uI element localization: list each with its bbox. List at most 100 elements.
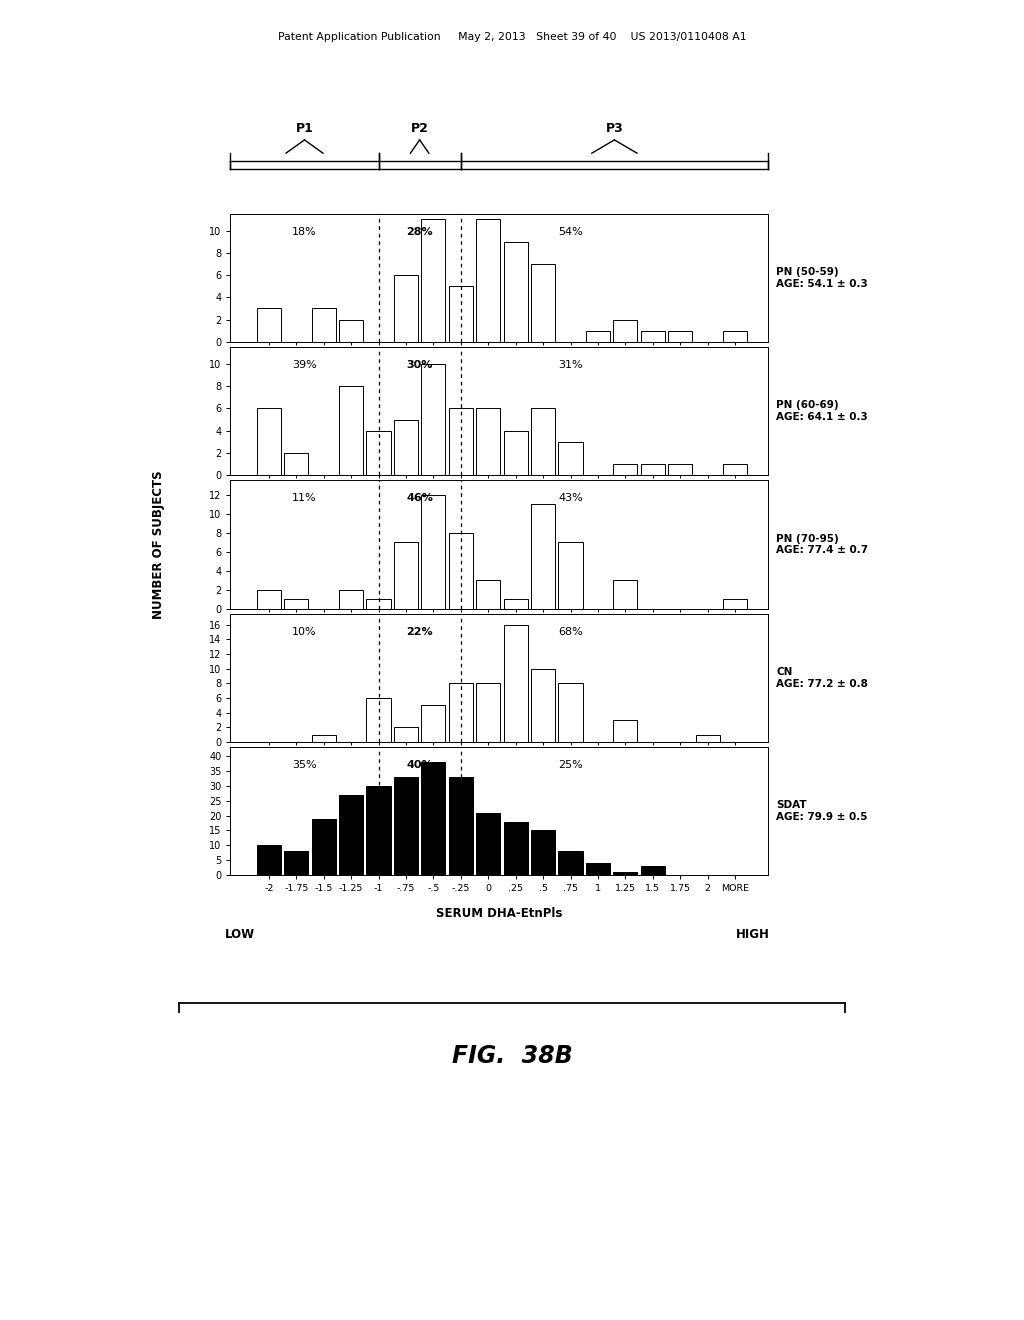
Bar — [586, 863, 610, 875]
Bar — [421, 762, 445, 875]
Bar — [421, 495, 445, 609]
Bar — [641, 866, 665, 875]
Bar — [695, 734, 720, 742]
Bar — [558, 684, 583, 742]
Bar — [449, 408, 473, 475]
Text: FIG.  38B: FIG. 38B — [452, 1044, 572, 1068]
Bar — [504, 242, 527, 342]
Text: PN (50-59)
AGE: 54.1 ± 0.3: PN (50-59) AGE: 54.1 ± 0.3 — [776, 267, 867, 289]
Text: 40%: 40% — [407, 760, 433, 770]
Bar — [531, 669, 555, 742]
Bar — [421, 364, 445, 475]
Bar — [723, 465, 748, 475]
Text: 22%: 22% — [407, 627, 433, 636]
Bar — [531, 264, 555, 342]
Text: 11%: 11% — [292, 494, 316, 503]
Bar — [586, 331, 610, 342]
Bar — [476, 579, 501, 609]
Bar — [531, 830, 555, 875]
Text: 30%: 30% — [407, 360, 433, 370]
Bar — [394, 727, 418, 742]
Text: PN (70-95)
AGE: 77.4 ± 0.7: PN (70-95) AGE: 77.4 ± 0.7 — [776, 533, 868, 556]
Bar — [421, 705, 445, 742]
Bar — [257, 309, 281, 342]
Bar — [504, 624, 527, 742]
Bar — [311, 309, 336, 342]
Text: SERUM DHA-EtnPls: SERUM DHA-EtnPls — [436, 907, 562, 920]
Text: P2: P2 — [411, 121, 429, 135]
Bar — [257, 845, 281, 875]
Bar — [668, 331, 692, 342]
Bar — [257, 408, 281, 475]
Bar — [421, 219, 445, 342]
Bar — [394, 420, 418, 475]
Text: 35%: 35% — [292, 760, 316, 770]
Bar — [476, 813, 501, 875]
Text: HIGH: HIGH — [736, 928, 770, 941]
Bar — [311, 818, 336, 875]
Bar — [394, 275, 418, 342]
Text: 54%: 54% — [558, 227, 583, 236]
Bar — [641, 331, 665, 342]
Text: 31%: 31% — [558, 360, 583, 370]
Bar — [284, 453, 308, 475]
Text: P3: P3 — [605, 121, 624, 135]
Bar — [476, 408, 501, 475]
Text: SDAT
AGE: 79.9 ± 0.5: SDAT AGE: 79.9 ± 0.5 — [776, 800, 867, 822]
Text: 46%: 46% — [407, 494, 433, 503]
Text: 25%: 25% — [558, 760, 583, 770]
Bar — [504, 599, 527, 609]
Bar — [394, 777, 418, 875]
Bar — [394, 543, 418, 609]
Bar — [257, 590, 281, 609]
Bar — [339, 795, 364, 875]
Text: 39%: 39% — [292, 360, 316, 370]
Bar — [476, 219, 501, 342]
Bar — [504, 430, 527, 475]
Text: 43%: 43% — [558, 494, 583, 503]
Bar — [311, 734, 336, 742]
Bar — [449, 777, 473, 875]
Bar — [668, 465, 692, 475]
Bar — [531, 504, 555, 609]
Bar — [504, 821, 527, 875]
Text: 68%: 68% — [558, 627, 583, 636]
Bar — [613, 719, 637, 742]
Text: Patent Application Publication     May 2, 2013   Sheet 39 of 40    US 2013/01104: Patent Application Publication May 2, 20… — [278, 32, 746, 42]
Bar — [613, 319, 637, 342]
Bar — [723, 599, 748, 609]
Bar — [723, 331, 748, 342]
Bar — [284, 599, 308, 609]
Bar — [449, 286, 473, 342]
Bar — [613, 579, 637, 609]
Bar — [449, 684, 473, 742]
Bar — [367, 698, 390, 742]
Text: NUMBER OF SUBJECTS: NUMBER OF SUBJECTS — [153, 470, 165, 619]
Bar — [367, 785, 390, 875]
Text: LOW: LOW — [225, 928, 255, 941]
Bar — [613, 873, 637, 875]
Text: 10%: 10% — [292, 627, 316, 636]
Bar — [449, 533, 473, 609]
Text: CN
AGE: 77.2 ± 0.8: CN AGE: 77.2 ± 0.8 — [776, 667, 868, 689]
Bar — [613, 465, 637, 475]
Bar — [367, 430, 390, 475]
Bar — [641, 465, 665, 475]
Bar — [476, 684, 501, 742]
Bar — [558, 851, 583, 875]
Bar — [531, 408, 555, 475]
Bar — [339, 590, 364, 609]
Bar — [339, 319, 364, 342]
Bar — [558, 442, 583, 475]
Text: P1: P1 — [296, 121, 313, 135]
Bar — [339, 387, 364, 475]
Bar — [284, 851, 308, 875]
Text: 28%: 28% — [407, 227, 433, 236]
Text: PN (60-69)
AGE: 64.1 ± 0.3: PN (60-69) AGE: 64.1 ± 0.3 — [776, 400, 867, 422]
Text: 18%: 18% — [292, 227, 316, 236]
Bar — [367, 599, 390, 609]
Bar — [558, 543, 583, 609]
